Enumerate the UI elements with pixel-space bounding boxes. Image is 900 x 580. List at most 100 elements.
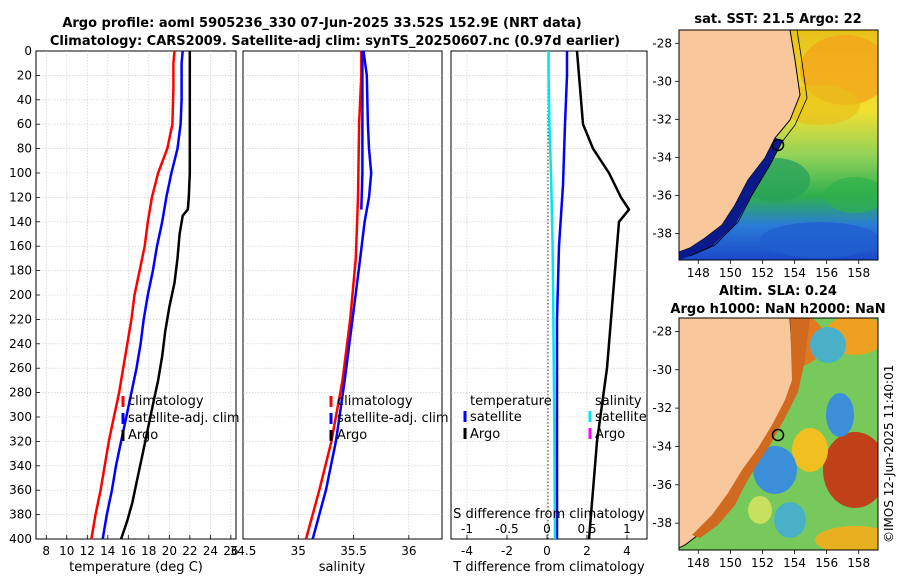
sla-high [823, 432, 878, 508]
y-tick-label: 60 [17, 117, 32, 131]
legend-title-temperature: temperature [470, 394, 552, 409]
map-lat-label: -28 [652, 36, 672, 50]
s-tick-label: 0 [543, 522, 551, 536]
t-difference-xlabel: T difference from climatology [452, 560, 645, 575]
map-lat-label: -36 [652, 188, 672, 202]
map-lat-label: -28 [652, 324, 672, 338]
y-tick-label: 40 [17, 93, 32, 107]
y-tick-label: 180 [9, 264, 32, 278]
sla-high [792, 428, 828, 472]
sla-mid [748, 496, 772, 524]
difference-panel: -4 -2 0 2 4 -1 -0.5 0 0.5 1 temperature satellit… [450, 50, 648, 575]
y-tick-label: 320 [9, 434, 32, 448]
x-tick-label: 35 [291, 544, 306, 558]
difference-legend: temperature satellite Argo salinity sate… [463, 394, 647, 442]
map-lat-label: -32 [652, 112, 672, 126]
y-tick-label: 200 [9, 288, 32, 302]
y-tick-label: 0 [24, 44, 32, 58]
map-lat-label: -34 [652, 150, 672, 164]
map-lon-label: 154 [783, 556, 806, 570]
map-lon-label: 150 [719, 266, 742, 280]
temperature-panel: 0 20 40 60 80 100 120 140 160 180 200 220 240 260 280 3… [9, 44, 240, 575]
legend-label-climatology: climatology [128, 394, 204, 409]
sst-shelf-contour [689, 30, 808, 257]
sla-map-frame [678, 317, 879, 551]
credit-text: ©IMOS 12-Jun-2025 11:40:01 [882, 365, 896, 543]
legend-label-satellite: satellite-adj. clim [337, 411, 449, 426]
x-tick-label: 20 [162, 544, 177, 558]
map-lon-label: 156 [815, 556, 838, 570]
map-lat-label: -36 [652, 478, 672, 492]
sla-low [810, 327, 846, 363]
sst-cool-patch [825, 177, 878, 213]
argo-location-marker [771, 138, 785, 152]
y-tick-label: 340 [9, 459, 32, 473]
series-line-s-satellite [547, 51, 557, 540]
map-lat-label: -30 [652, 363, 672, 377]
legend-label-satellite: satellite-adj. clim [128, 411, 240, 426]
y-tick-label: 280 [9, 386, 32, 400]
legend-label-s-argo: Argo [595, 427, 625, 442]
argo-location-marker [771, 428, 785, 442]
sla-map-title-1: Altim. SLA: 0.24 [719, 284, 837, 299]
x-tick-label: 4 [623, 544, 631, 558]
y-tick-label: 240 [9, 337, 32, 351]
temperature-xlabel: temperature (deg C) [69, 560, 203, 575]
y-tick-label: 220 [9, 312, 32, 326]
map-lon-label: 154 [783, 266, 806, 280]
x-tick-label: 2 [583, 544, 591, 558]
legend-label-climatology: climatology [337, 394, 413, 409]
salinity-panel: 34.5 35 35.5 36 climatology satellite-adj. … [230, 50, 449, 575]
sst-map-title: sat. SST: 21.5 Argo: 22 [694, 12, 861, 27]
x-tick-label: 22 [182, 544, 197, 558]
sst-map-frame [678, 29, 879, 261]
sla-map: Altim. SLA: 0.24 Argo h1000: NaN h2000: … [652, 284, 885, 570]
map-lon-label: 158 [847, 266, 870, 280]
series-line-t-satellite [555, 51, 569, 539]
series-line-argo [360, 51, 364, 210]
y-tick-label: 100 [9, 166, 32, 180]
temperature-legend: climatology satellite-adj. clim Argo [121, 394, 240, 443]
sla-low [753, 446, 797, 494]
legend-label-argo: Argo [128, 428, 158, 443]
s-tick-label: -0.5 [495, 522, 518, 536]
sst-cold-patch [760, 222, 878, 258]
series-line-climatology [90, 50, 176, 540]
series-line-satellite-adj-clim [101, 50, 184, 540]
y-tick-label: 140 [9, 215, 32, 229]
map-lon-label: 152 [751, 266, 774, 280]
x-tick-label: 8 [42, 544, 50, 558]
map-lon-label: 148 [687, 266, 710, 280]
map-lat-label: -38 [652, 226, 672, 240]
x-tick-label: -4 [461, 544, 473, 558]
s-tick-label: -1 [461, 522, 473, 536]
x-tick-label: 36 [401, 544, 416, 558]
series-line-argo [119, 51, 192, 540]
y-tick-label: 380 [9, 508, 32, 522]
map-lat-label: -34 [652, 439, 672, 453]
y-tick-label: 120 [9, 190, 32, 204]
x-tick-label: 14 [100, 544, 115, 558]
legend-label-argo: Argo [337, 428, 367, 443]
x-tick-label: 0 [543, 544, 551, 558]
title-line-2: Climatology: CARS2009. Satellite-adj cli… [50, 34, 620, 49]
y-tick-label: 300 [9, 410, 32, 424]
title-line-1: Argo profile: aoml 5905236_330 07-Jun-20… [62, 16, 581, 31]
map-lat-label: -30 [652, 74, 672, 88]
sla-high [815, 526, 878, 550]
y-tick-label: 80 [17, 142, 32, 156]
y-tick-label: 160 [9, 239, 32, 253]
x-tick-label: 16 [121, 544, 136, 558]
legend-label-t-argo: Argo [470, 427, 500, 442]
map-lon-label: 158 [847, 556, 870, 570]
salinity-legend: climatology satellite-adj. clim Argo [329, 394, 449, 443]
legend-label-s-satellite: satellite [595, 410, 647, 425]
sst-map: sat. SST: 21.5 Argo: 22 -28 -30 -32 -34 -36 -… [652, 12, 879, 280]
y-tick-label: 400 [9, 532, 32, 546]
x-tick-label: 10 [59, 544, 74, 558]
series-line-climatology [304, 51, 363, 540]
map-lon-label: 148 [687, 556, 710, 570]
map-lat-label: -32 [652, 401, 672, 415]
y-tick-label: 20 [17, 68, 32, 82]
